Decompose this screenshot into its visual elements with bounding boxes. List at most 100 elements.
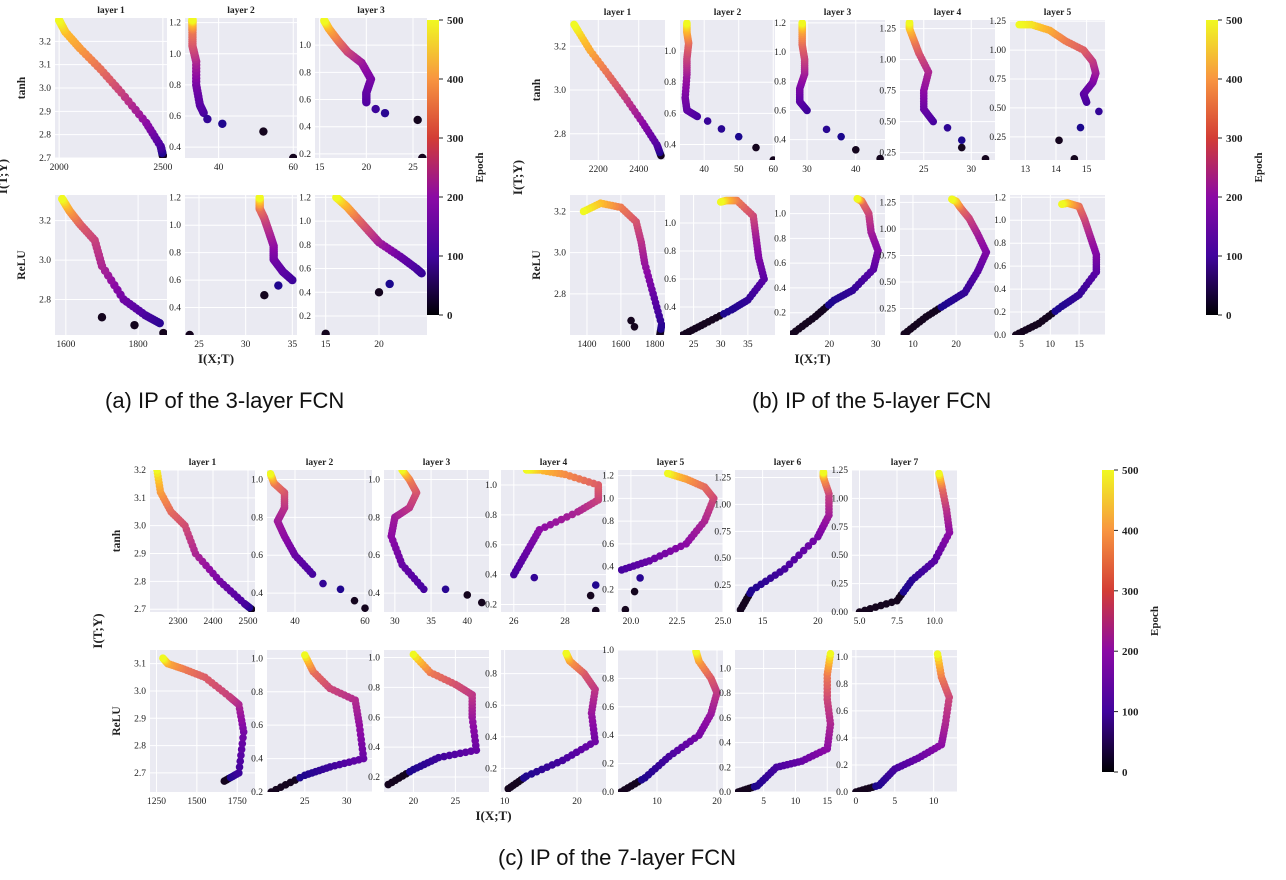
panel-c-tanh-layer5-y-tick-label: 0.8 — [602, 517, 614, 527]
panel-c-relu-layer5 — [618, 649, 723, 793]
panel-b-relu-layer4-y-tick-label: 0.75 — [879, 251, 896, 261]
panel-c-relu-layer2-y-tick-label: 0.4 — [251, 755, 263, 765]
data-point — [398, 470, 406, 474]
panel-c-tanh-layer7-x-tick-label: 7.5 — [891, 617, 903, 627]
panel-b-relu-layer1-points — [579, 199, 665, 335]
panel-c-relu-layer5-y-tick-label: 0.0 — [602, 788, 614, 798]
panel-b-tanh-layer4-points — [905, 20, 990, 160]
panel-a-relu-layer3-points — [321, 195, 426, 335]
data-point — [752, 143, 760, 152]
panel-a-tanh-layer1-y-tick-label: 3.0 — [39, 84, 51, 94]
panel-a-tanh-layer3-x-tick-label: 20 — [362, 163, 372, 173]
panel-a-relu-layer3-y-tick-label: 1.0 — [299, 217, 311, 227]
panel-b-tanh-layer5-points — [1015, 20, 1103, 160]
panel-c-tanh-layer3-x-tick-label: 40 — [463, 617, 473, 627]
panel-b-tanh-layer1-y-tick-label: 3.0 — [554, 86, 566, 96]
panel-a-relu-layer1-x-tick-label: 1600 — [56, 340, 75, 350]
panel-c-tanh-layer6-y-tick-label: 0.50 — [714, 554, 731, 564]
data-point — [837, 132, 845, 141]
panel-a-relu-layer3-x-tick-label: 20 — [374, 340, 384, 350]
panel-a-relu-layer1-y-tick-label: 3.2 — [39, 217, 51, 227]
panel-c-relu-layer2-x-tick-label: 30 — [342, 797, 352, 807]
panel-b-tanh-layer5-x-tick-label: 14 — [1051, 165, 1061, 175]
panel-c-tanh-layer6 — [735, 470, 840, 612]
data-point — [185, 330, 194, 335]
row-label-b-tanh: tanh — [531, 78, 543, 101]
data-point — [255, 195, 264, 202]
panel-c-tanh-layer6-y-tick-label: 0.75 — [714, 527, 731, 537]
data-point — [203, 114, 212, 124]
panel-c-relu-layer1-y-tick-label: 2.9 — [134, 714, 146, 724]
panel-a-tanh-layer3-y-tick-label: 0.8 — [299, 68, 311, 78]
colorbar-b-gradient — [1206, 20, 1218, 315]
panel-b-relu-layer1-background — [570, 195, 665, 335]
panel-b-tanh-layer5-x-tick-label: 15 — [1082, 165, 1092, 175]
panel-b-relu-layer2-y-tick-label: 0.8 — [664, 247, 676, 257]
panel-b-tanh-layer4-x-tick-label: 30 — [967, 165, 977, 175]
panel-b-tanh-layer3-y-tick-label: 0.4 — [774, 136, 786, 146]
panel-a-tanh-layer3-y-tick-label: 0.4 — [299, 123, 311, 133]
colorbar-c-gradient — [1102, 470, 1114, 772]
data-point — [361, 604, 369, 612]
panel-c-tanh-layer7-y-tick-label: 1.00 — [831, 494, 848, 504]
panel-c-tanh-layer4-x-tick-label: 26 — [509, 617, 519, 627]
data-point — [636, 574, 644, 582]
panel-c-tanh-layer3-x-tick-label: 30 — [390, 617, 400, 627]
panel-b-relu-layer5 — [1010, 195, 1105, 336]
data-point — [579, 207, 588, 216]
panel-c-tanh-layer7-y-tick-label: 0.00 — [831, 608, 848, 618]
panel-b-tanh-layer4-x-tick-label: 25 — [919, 165, 929, 175]
panel-a-relu-layer3-y-tick-label: 1.2 — [299, 193, 311, 203]
panel-c-relu-layer4-x-tick-label: 20 — [572, 797, 582, 807]
data-point — [319, 579, 327, 588]
panel-a-tanh-layer3-y-tick-label: 1.0 — [299, 41, 311, 51]
data-point — [97, 313, 107, 322]
caption-a: (a) IP of the 3-layer FCN — [105, 388, 345, 413]
panel-a-tanh-layer3-title: layer 3 — [357, 6, 385, 16]
panel-c-tanh-layer1-y-tick-label: 2.8 — [134, 577, 146, 587]
panel-c-tanh-layer4-x-tick-label: 28 — [560, 617, 570, 627]
panel-c-tanh-layer1-x-tick-label: 2400 — [204, 617, 223, 627]
colorbar-b-tick-label: 100 — [1226, 251, 1243, 263]
panel-c-relu-layer2 — [267, 650, 372, 793]
panel-c-tanh-layer7 — [852, 469, 957, 613]
panel-c-relu-layer7 — [852, 650, 957, 793]
data-point — [981, 154, 990, 160]
panel-c-relu-layer1-x-tick-label: 1500 — [187, 797, 206, 807]
panel-b-relu-layer4-y-tick-label: 0.25 — [879, 304, 896, 314]
panel-c-tanh-layer1-y-tick-label: 2.9 — [134, 550, 146, 560]
panel-c-relu-layer7-y-tick-label: 0.8 — [836, 680, 848, 690]
colorbar-a-tick-label: 400 — [447, 74, 464, 86]
panel-c-relu-layer3-points — [384, 650, 481, 789]
panel-b-relu-layer3 — [790, 195, 885, 335]
panel-b-relu-layer5-y-tick-label: 0.6 — [994, 262, 1006, 272]
data-point — [621, 605, 630, 612]
panel-c-tanh-layer1-y-tick-label: 3.0 — [134, 522, 146, 532]
data-point — [235, 769, 243, 777]
panel-c-relu-layer7-points — [852, 650, 954, 792]
panel-c-tanh-layer5-points — [618, 470, 718, 612]
caption-c: (c) IP of the 7-layer FCN — [498, 845, 736, 870]
data-point — [321, 329, 330, 335]
row-label-a-relu: ReLU — [16, 250, 28, 280]
panel-a-relu-layer3 — [315, 195, 427, 335]
panel-c-relu-layer3-y-tick-label: 0.4 — [368, 743, 380, 753]
panel-b-relu-layer2-x-tick-label: 30 — [716, 340, 726, 350]
panel-c-relu-layer3 — [384, 650, 489, 792]
panel-c-tanh-layer1-points — [153, 470, 255, 612]
panel-c-relu-layer7-x-tick-label: 5 — [892, 797, 897, 807]
panel-c-relu-layer2-y-tick-label: 0.2 — [251, 788, 263, 798]
panel-b-tanh-layer4-y-tick-label: 1.25 — [879, 25, 896, 35]
panel-b-relu-layer1-y-tick-label: 3.2 — [554, 207, 566, 217]
panel-b-relu-layer3-y-tick-label: 1.0 — [774, 210, 786, 220]
data-point — [188, 18, 197, 24]
data-point — [1076, 123, 1085, 132]
panel-c-relu-layer1-y-tick-label: 2.8 — [134, 742, 146, 752]
panel-b-relu-layer4-y-tick-label: 1.00 — [879, 225, 896, 235]
panel-b-relu-layer5-y-tick-label: 0.4 — [994, 285, 1006, 295]
data-point — [235, 763, 244, 771]
panel-c-relu-layer3-y-tick-label: 1.0 — [368, 653, 380, 663]
panel-b-relu-layer1-y-tick-label: 2.8 — [554, 290, 566, 300]
panel-c-tanh-layer5-x-tick-label: 22.5 — [669, 617, 686, 627]
panel-c-relu-layer5-points — [618, 650, 721, 792]
